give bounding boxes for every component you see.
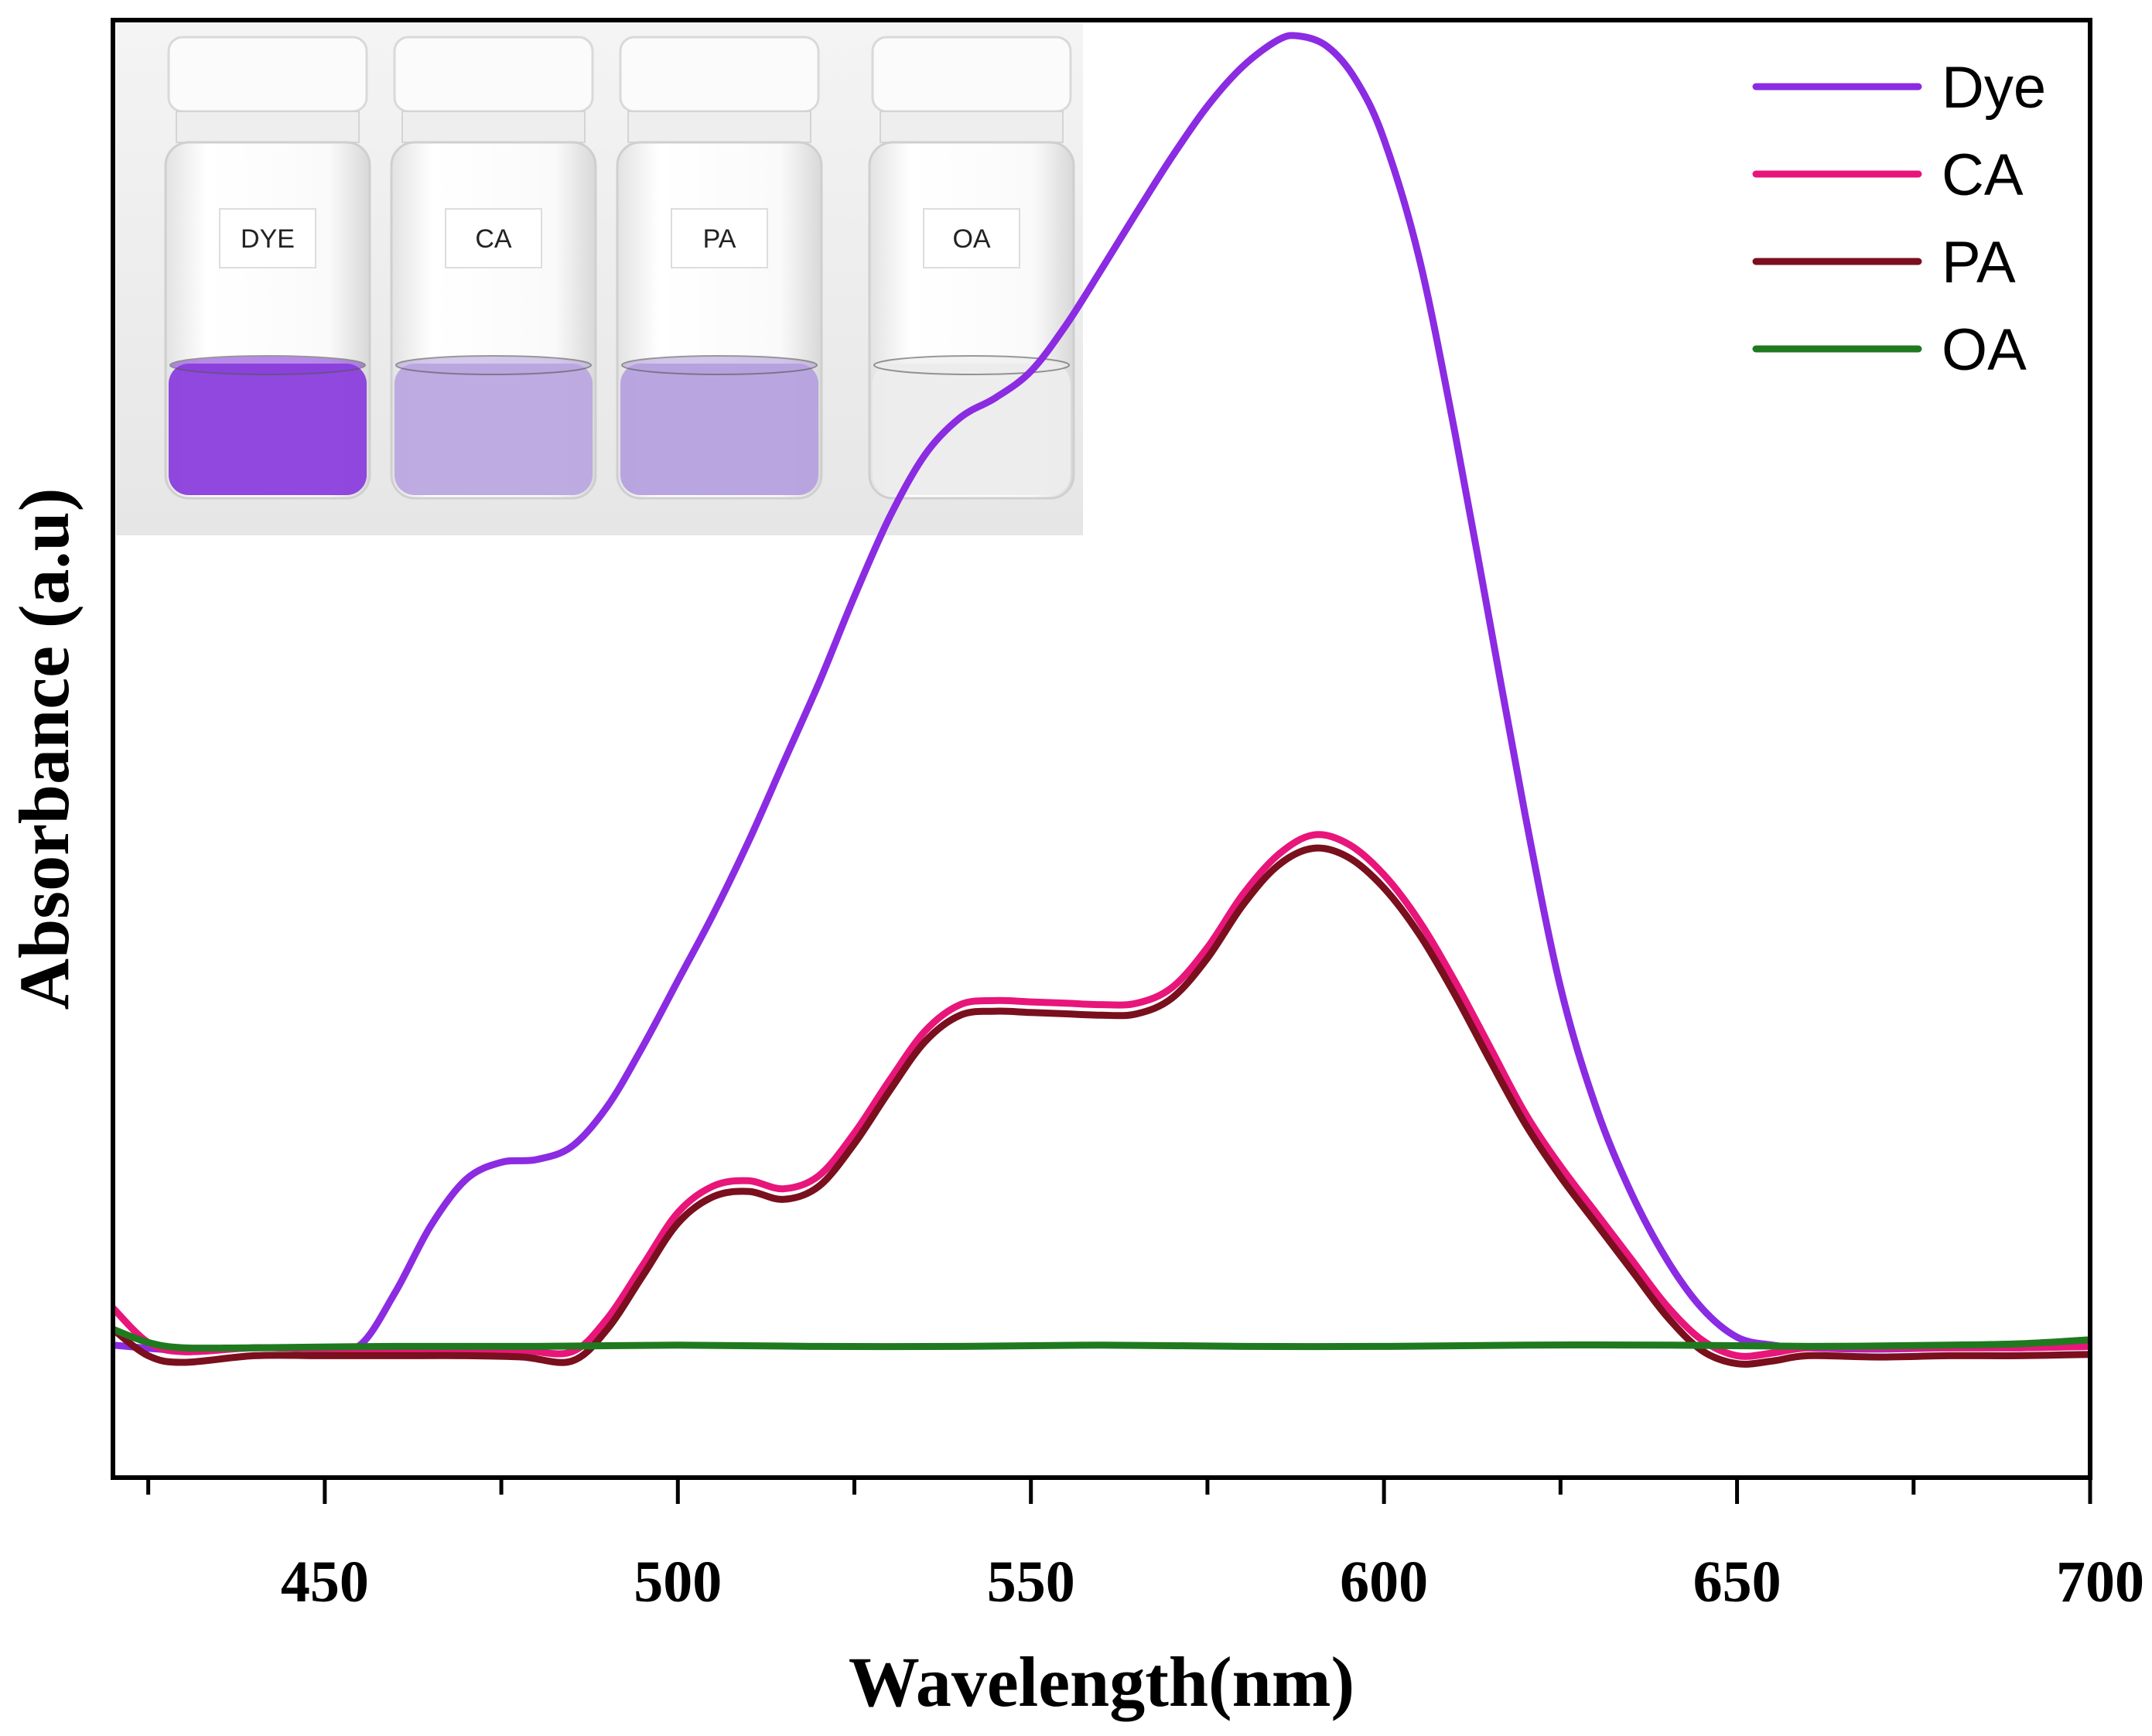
- series-line-ca: [113, 831, 2090, 1360]
- vial-label-pa: PA: [703, 224, 736, 254]
- vial-neck: [401, 111, 586, 143]
- x-tick-label-450: 450: [281, 1550, 369, 1615]
- series-lines: [113, 32, 2090, 1368]
- vial-label-ca: CA: [475, 224, 512, 254]
- vial-meniscus: [621, 355, 818, 375]
- x-tick-label-500: 500: [634, 1550, 722, 1615]
- vial-label-sticker: [923, 208, 1020, 268]
- series-line-dye: [113, 32, 2090, 1355]
- vial-meniscus: [873, 355, 1070, 375]
- x-ticks: [146, 1478, 2092, 1504]
- vial-meniscus: [395, 355, 592, 375]
- vial-cap: [167, 36, 368, 113]
- series-line-oa: [113, 1325, 2090, 1352]
- legend-label-pa: PA: [1942, 230, 2016, 296]
- legend-label-ca: CA: [1942, 142, 2024, 208]
- legend-label-dye: Dye: [1942, 55, 2046, 121]
- vial-label-sticker: [445, 208, 542, 268]
- y-axis-title: Absorbance (a.u): [5, 488, 84, 1010]
- vial-cap: [393, 36, 594, 113]
- x-tick-labels: 450 500 550 600 650 700: [281, 1550, 2144, 1615]
- vial-meniscus: [169, 355, 366, 375]
- vial-liquid: [395, 364, 593, 495]
- x-axis-title: Wavelength(nm): [849, 1642, 1354, 1721]
- legend: Dye CA PA OA: [1752, 55, 2046, 383]
- vials-photo-inset: DYE CA PA OA: [116, 23, 1083, 535]
- x-tick-label-550: 550: [987, 1550, 1075, 1615]
- vial-oa: OA: [868, 36, 1075, 500]
- vial-label-dye: DYE: [241, 224, 295, 254]
- vial-ca: CA: [390, 36, 597, 500]
- vial-label-sticker: [219, 208, 316, 268]
- series-line-pa: [113, 844, 2090, 1368]
- x-tick-label-700: 700: [2056, 1550, 2144, 1615]
- vial-pa: PA: [616, 36, 823, 500]
- vial-label-sticker: [671, 208, 768, 268]
- vial-dye: DYE: [164, 36, 371, 500]
- x-tick-label-650: 650: [1693, 1550, 1781, 1615]
- vial-cap: [619, 36, 820, 113]
- vial-neck: [627, 111, 811, 143]
- vial-cap: [871, 36, 1072, 113]
- vial-liquid: [620, 364, 818, 495]
- vial-neck: [880, 111, 1064, 143]
- vial-liquid: [169, 364, 367, 495]
- legend-label-oa: OA: [1942, 317, 2027, 383]
- vial-liquid: [873, 364, 1071, 495]
- vial-neck: [176, 111, 360, 143]
- vial-label-oa: OA: [952, 224, 990, 254]
- x-tick-label-600: 600: [1340, 1550, 1428, 1615]
